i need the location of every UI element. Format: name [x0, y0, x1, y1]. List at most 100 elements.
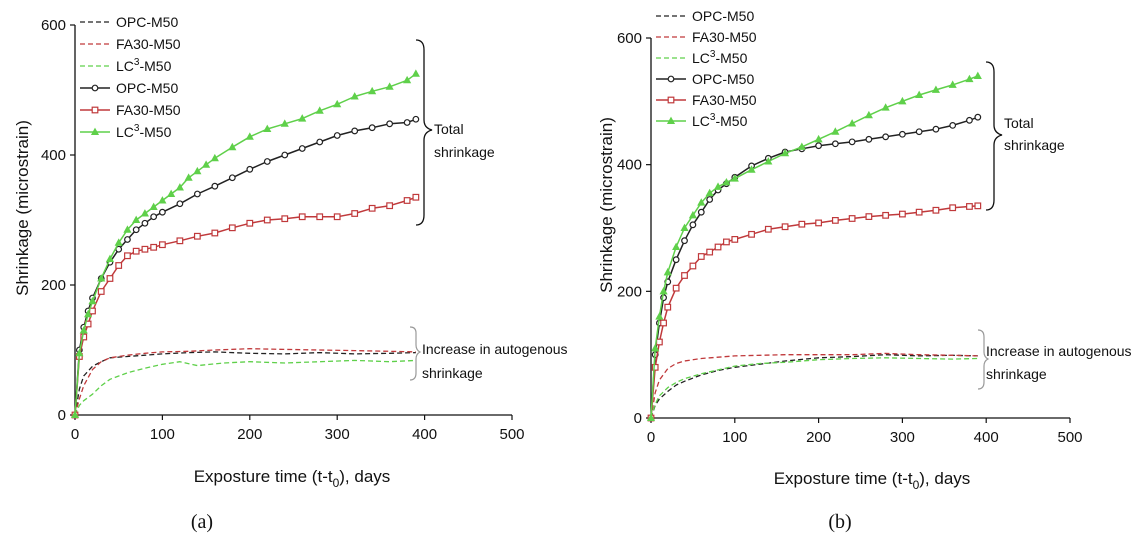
data-point-triangle — [764, 157, 773, 165]
annotation-autogenous-line1: Increase in autogenous — [422, 341, 568, 357]
panel-label-b: (b) — [828, 511, 851, 533]
data-point-square — [798, 220, 806, 228]
annotation-autogenous-a: Increase in autogenous shrinkage — [409, 326, 568, 381]
series-lc3-m50-solid-triangle — [70, 69, 420, 418]
data-point-square — [898, 210, 906, 218]
x-axis-label: Exposture time (t-t0), days — [194, 467, 391, 490]
data-point-square — [228, 224, 236, 232]
data-point-triangle — [864, 110, 873, 119]
data-point-circle — [689, 221, 697, 229]
series-opc-m50-dashed — [650, 354, 978, 419]
data-point-circle — [667, 75, 675, 83]
legend-item: OPC-M50 — [656, 8, 754, 24]
data-point-triangle — [263, 124, 272, 132]
series-lc3-m50-dashed — [650, 357, 978, 419]
legend-label: LC3-M50 — [116, 57, 172, 74]
data-point-triangle — [848, 119, 857, 127]
data-point-square — [949, 204, 957, 212]
series-line — [74, 348, 416, 416]
data-point-triangle — [831, 127, 840, 135]
series-line — [74, 118, 417, 416]
y-tick-label: 200 — [617, 283, 642, 300]
data-point-triangle — [663, 267, 672, 276]
data-point-circle — [246, 165, 254, 173]
data-point-triangle — [965, 74, 974, 83]
annotation-autogenous-line2: shrinkage — [986, 366, 1047, 382]
chart-panel-b: Shrinkage (microstrain) Exposture time (… — [597, 8, 1132, 533]
legend-label: FA30-M50 — [116, 36, 181, 52]
data-point-circle — [211, 182, 219, 190]
x-tick-label: 200 — [237, 426, 262, 443]
data-point-circle — [831, 140, 839, 148]
legend-label-part: LC — [692, 50, 710, 66]
annotation-total-line2: shrinkage — [1004, 137, 1065, 153]
data-point-square — [764, 225, 772, 233]
data-point-triangle — [730, 174, 739, 182]
data-point-square — [974, 202, 982, 210]
data-point-square — [932, 206, 940, 214]
legend-item: OPC-M50 — [80, 80, 178, 96]
data-point-triangle — [881, 103, 890, 111]
x-tick-label: 200 — [806, 429, 831, 446]
data-point-circle — [697, 208, 705, 216]
data-point-circle — [966, 116, 973, 124]
annotation-total-shrinkage-b: Total shrinkage — [985, 61, 1065, 211]
data-point-circle — [815, 142, 822, 150]
data-point-triangle — [184, 173, 193, 181]
data-point-square — [882, 211, 890, 219]
legend-label-part: LC — [116, 58, 134, 74]
legend-label: LC3-M50 — [116, 123, 172, 140]
legend-item: FA30-M50 — [656, 92, 757, 108]
series-fa30-m50-solid-square — [71, 193, 420, 419]
data-point-triangle — [298, 114, 307, 122]
data-point-triangle — [149, 202, 158, 210]
data-point-square — [664, 303, 672, 311]
data-point-triangle — [315, 106, 324, 114]
data-point-triangle — [931, 85, 940, 93]
x-axis-label-rest: ), days — [339, 467, 390, 486]
data-point-triangle — [79, 326, 88, 334]
data-point-square — [815, 219, 822, 227]
data-point-circle — [141, 219, 149, 227]
data-point-square — [115, 262, 123, 269]
data-point-triangle — [228, 142, 237, 151]
data-point-square — [667, 96, 675, 104]
data-point-circle — [681, 237, 688, 245]
data-point-triangle — [781, 148, 790, 157]
data-point-square — [672, 284, 680, 292]
data-point-triangle — [666, 116, 676, 124]
legend-label-part: -M50 — [139, 58, 171, 74]
legend-label-superscript: 3 — [134, 123, 140, 134]
data-point-circle — [706, 196, 714, 203]
data-point-square — [246, 219, 254, 227]
x-tick-label: 300 — [890, 429, 915, 446]
data-point-circle — [281, 151, 289, 159]
data-point-triangle — [385, 82, 394, 90]
x-tick-label: 100 — [722, 429, 747, 446]
data-point-triangle — [75, 348, 84, 357]
annotation-autogenous-line1: Increase in autogenous — [986, 343, 1132, 359]
data-point-triangle — [915, 90, 924, 98]
legend-label: LC3-M50 — [692, 49, 748, 66]
data-point-square — [211, 229, 219, 237]
data-point-circle — [91, 84, 99, 92]
data-point-square — [159, 241, 166, 249]
data-point-circle — [848, 138, 856, 146]
chart-panel-a: Shrinkage (microstrain) Exposture time (… — [13, 14, 568, 533]
legend-label-part: LC — [116, 124, 134, 140]
plot-area-a: 0 100 200 300 400 500 0 200 400 600 — [41, 17, 525, 443]
data-point-circle — [176, 200, 184, 208]
legend-item: LC3-M50 — [656, 49, 748, 66]
series-line — [74, 359, 416, 416]
data-point-circle — [150, 213, 158, 221]
data-point-triangle — [333, 99, 342, 108]
data-point-square — [106, 275, 114, 282]
data-point-square — [655, 338, 663, 346]
data-point-square — [966, 203, 973, 210]
legend-a: OPC-M50FA30-M50LC3-M50OPC-M50FA30-M50LC3… — [80, 14, 181, 140]
data-point-circle — [974, 113, 982, 121]
data-point-triangle — [97, 274, 106, 282]
data-point-square — [124, 252, 131, 260]
data-point-square — [865, 213, 873, 221]
data-point-triangle — [814, 134, 823, 143]
